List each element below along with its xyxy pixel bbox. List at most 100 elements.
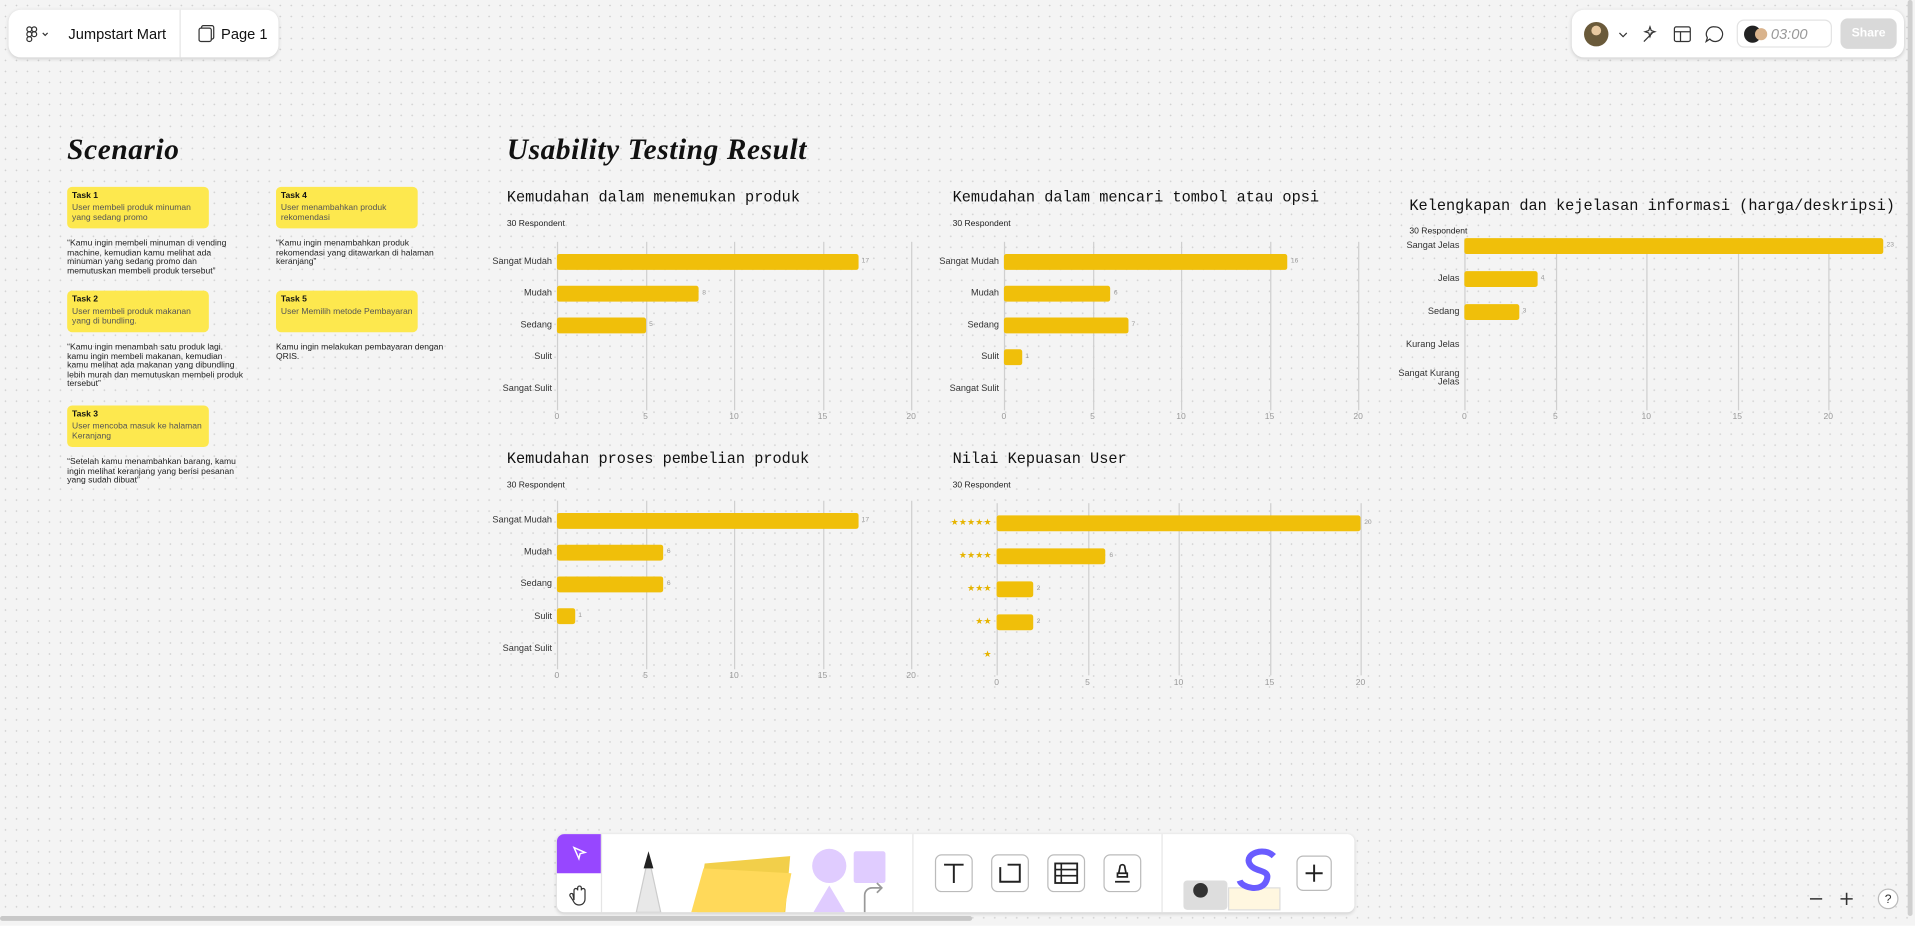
share-button[interactable]: Share	[1840, 18, 1897, 49]
y-tick-label: Jelas	[1438, 272, 1460, 284]
task-card: Task 1 User membeli produk minuman yang s…	[67, 186, 209, 229]
x-tick-label: 15	[1264, 679, 1275, 688]
svg-text:?: ?	[1885, 892, 1892, 906]
bar	[556, 608, 575, 625]
menu-icon[interactable]	[26, 26, 53, 43]
bar	[1003, 253, 1288, 270]
value-label: 8	[702, 288, 706, 297]
x-tick-label: 10	[729, 671, 739, 681]
cursor-icon	[572, 846, 588, 861]
bar	[996, 547, 1106, 564]
zoom-controls[interactable]: ?	[1801, 884, 1911, 913]
x-tick-label: 20	[1353, 412, 1363, 422]
value-label: 6	[1109, 551, 1114, 559]
file-name[interactable]: Jumpstart Mart	[68, 25, 167, 43]
x-tick-label: 15	[817, 412, 828, 422]
y-tick-label: Sangat Sulit	[949, 382, 1000, 394]
value-label: 20	[1364, 518, 1372, 526]
grid-line	[1646, 238, 1648, 411]
divider	[600, 834, 603, 913]
chart-title: Nilai Kepuasan User	[952, 450, 1127, 468]
scrollbar[interactable]	[1907, 0, 1913, 916]
task-quote: “Kamu ingin menambahkan produk rekomenda…	[276, 239, 434, 267]
x-tick-label: 5	[1085, 679, 1090, 688]
widgets[interactable]	[1174, 839, 1351, 912]
x-tick-label: 20	[1823, 412, 1834, 422]
grid-line	[1087, 503, 1089, 676]
grid-line	[911, 241, 912, 411]
value-label: 6	[1113, 288, 1118, 297]
grid-line	[1464, 238, 1466, 411]
y-tick-label: ★★★★	[958, 549, 992, 561]
value-label: 23	[1886, 241, 1895, 249]
x-tick-label: 0	[554, 671, 560, 681]
task-desc: User mencoba masuk ke halaman Keranjang	[72, 422, 202, 441]
hand-tool[interactable]	[557, 873, 601, 912]
chart-subtitle: 30 Respondent	[506, 481, 565, 490]
divider	[912, 834, 914, 913]
task-title: Task 2	[72, 295, 99, 305]
grid-line	[1269, 241, 1271, 411]
bar	[556, 576, 664, 593]
y-tick-label: Sulit	[981, 350, 1000, 362]
grid-line	[734, 500, 735, 670]
bar	[996, 514, 1361, 531]
y-tick-label: Sangat Mudah	[492, 514, 553, 526]
y-tick-label: ★★★	[967, 582, 992, 594]
scrollbar[interactable]	[0, 915, 973, 921]
chart-title: Kemudahan proses pembelian produk	[506, 450, 810, 468]
y-tick-label: Sangat Sulit	[502, 642, 553, 654]
x-tick-label: 5	[1090, 412, 1095, 422]
page-icon	[198, 25, 215, 43]
x-tick-label: 0	[1001, 412, 1007, 422]
chart-subtitle: 30 Respondent	[1409, 227, 1468, 236]
y-tick-label: Sedang	[1427, 305, 1460, 317]
grid-line	[1555, 238, 1557, 411]
bottom-toolbar	[556, 834, 1355, 913]
value-label: 17	[861, 257, 870, 265]
avatar[interactable]	[1583, 21, 1644, 48]
y-tick-label: Sangat Mudah	[492, 255, 553, 267]
x-tick-label: 0	[554, 412, 560, 422]
task-card: Task 3 User mencoba masuk ke halaman Kera…	[67, 405, 209, 447]
timer-icon	[1744, 25, 1768, 43]
creation-tools[interactable]	[606, 839, 924, 913]
y-tick-label: ★★★★★	[950, 516, 992, 528]
grid-line	[1737, 238, 1739, 411]
y-tick-label: Kurang Jelas	[1405, 338, 1460, 350]
bar	[1464, 270, 1538, 287]
bar	[1003, 349, 1022, 365]
value-label: 1	[1025, 352, 1030, 361]
insert-tools[interactable]	[923, 852, 1155, 894]
y-tick-label: Sedang	[520, 578, 553, 590]
bar	[996, 613, 1033, 630]
x-tick-label: 20	[1355, 679, 1366, 688]
x-tick-label: 10	[1176, 412, 1186, 422]
chart-subtitle: 30 Respondent	[952, 481, 1011, 490]
select-tool[interactable]	[556, 834, 601, 874]
grid-line	[1269, 503, 1271, 676]
x-tick-label: 15	[1732, 412, 1743, 422]
x-tick-label: 5	[1552, 412, 1558, 422]
value-label: 1	[578, 611, 583, 620]
x-tick-label: 20	[906, 671, 916, 681]
scenario-title: Scenario	[67, 134, 180, 167]
page-name[interactable]: Page 1	[221, 25, 268, 43]
grid-line	[1360, 503, 1362, 676]
task-title: Task 3	[72, 410, 99, 419]
task-title: Task 4	[280, 191, 307, 201]
grid-line	[645, 241, 647, 411]
timer-text: 03:00	[1770, 25, 1808, 43]
task-desc: User menambahkan produk rekomendasi	[280, 203, 387, 222]
y-tick-label: Sangat Sulit	[502, 382, 553, 394]
chart-subtitle: 30 Respondent	[506, 219, 565, 229]
value-label: 16	[1290, 257, 1299, 265]
y-tick-label: Sulit	[534, 350, 553, 362]
timer[interactable]: 03:00	[1736, 19, 1832, 48]
task-title: Task 5	[280, 295, 307, 305]
chart-title: Kemudahan dalam mencari tombol atau opsi	[952, 189, 1320, 207]
tool-icons[interactable]	[1640, 23, 1738, 45]
x-tick-label: 20	[906, 412, 916, 422]
